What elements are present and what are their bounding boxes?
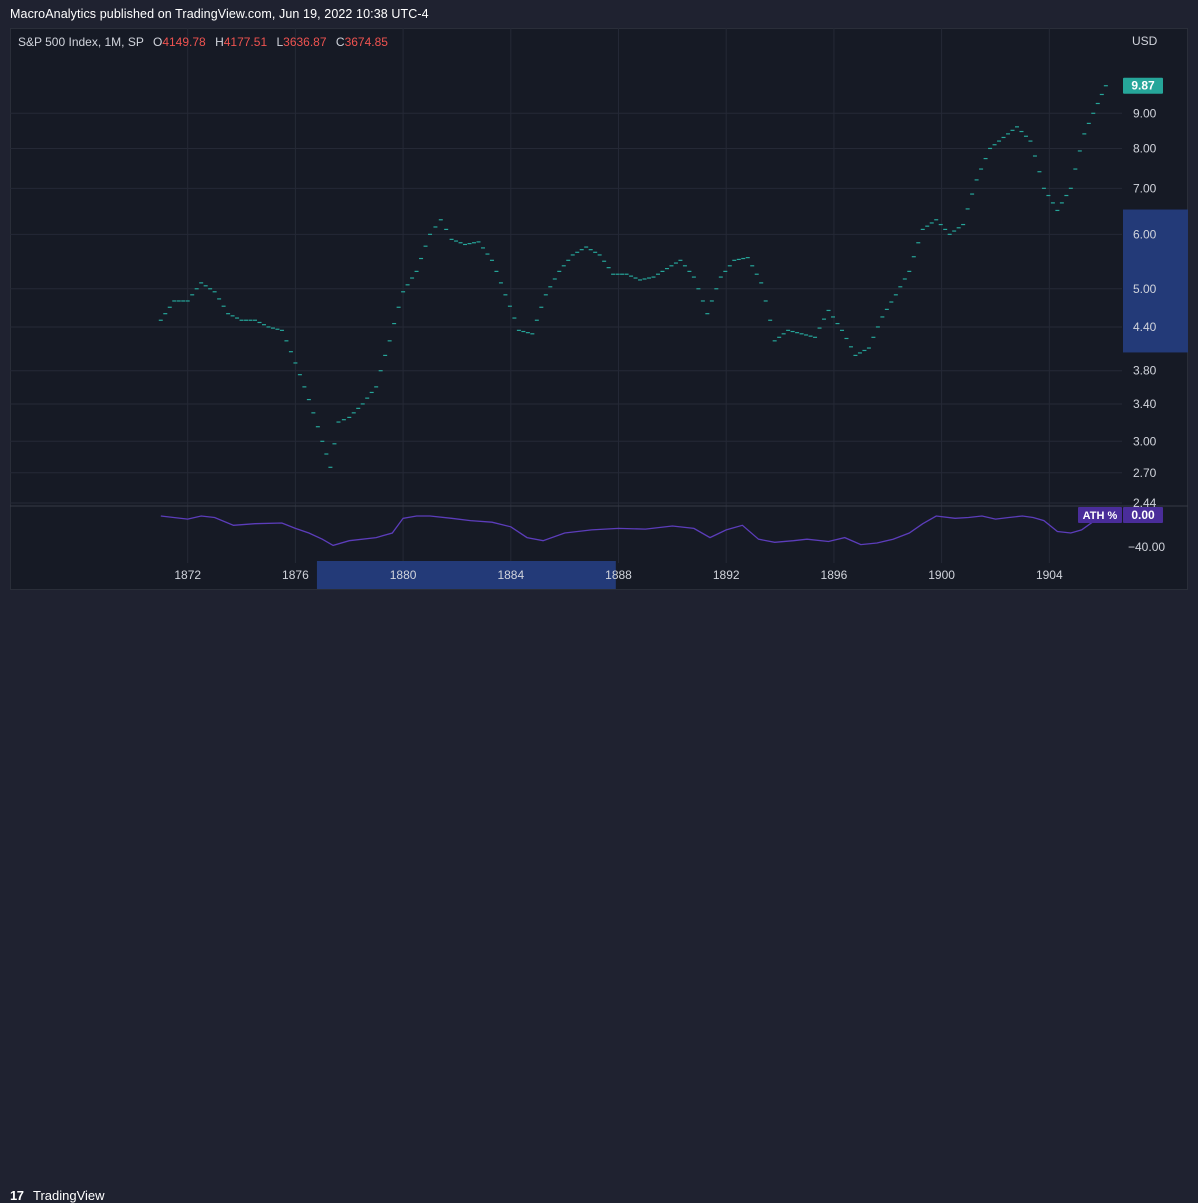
ath-tick-label: −40.00 xyxy=(1128,540,1165,554)
price-tick-label: 2.70 xyxy=(1133,466,1157,480)
last-price-value: 9.87 xyxy=(1131,79,1155,93)
footer-bar: 17 TradingView xyxy=(0,590,1198,1203)
price-tick-label: 3.40 xyxy=(1133,397,1157,411)
time-tick-label: 1904 xyxy=(1036,568,1063,582)
price-tick-label: 8.00 xyxy=(1133,141,1157,155)
price-tick-label: 6.00 xyxy=(1133,227,1157,241)
price-tick-label: 2.44 xyxy=(1133,496,1157,510)
price-series xyxy=(158,85,1108,468)
currency-text: USD xyxy=(1132,34,1158,48)
price-axis[interactable]: 2.44 2.70 3.00 3.40 3.80 4.40 5.00 6.00 7.00 8.00… xyxy=(1133,106,1157,510)
time-axis[interactable]: 1872 1876 1880 1884 1888 1892 1896 1900 1904 xyxy=(174,568,1063,582)
symbol-name: S&P 500 Index, 1M, SP xyxy=(18,35,144,49)
chart-legend[interactable]: S&P 500 Index, 1M, SP O4149.78 H4177.51 … xyxy=(18,35,388,49)
price-tick-label: 3.00 xyxy=(1133,434,1157,448)
low-value: 3636.87 xyxy=(283,35,327,49)
high-value: 4177.51 xyxy=(223,35,268,49)
ath-value-badge xyxy=(1123,507,1163,523)
price-chart[interactable]: 2.44 2.70 3.00 3.40 3.80 4.40 5.00 6.00 7.00 8.00… xyxy=(10,28,1188,590)
ath-percent-line xyxy=(160,515,1107,547)
ath-value-text: 0.00 xyxy=(1131,508,1155,522)
close-label: C xyxy=(335,35,345,49)
price-tick-label: 5.00 xyxy=(1133,282,1157,296)
time-tick-label: 1888 xyxy=(605,568,632,582)
time-tick-label: 1876 xyxy=(282,568,309,582)
x-axis-range-highlight xyxy=(316,561,616,589)
ath-labels: ATH % 0.00 xyxy=(1078,507,1163,523)
y-axis-range-highlight xyxy=(1123,209,1188,353)
time-tick-label: 1884 xyxy=(497,568,524,582)
ath-name-text: ATH % xyxy=(1083,510,1118,522)
last-price-label: 9.87 xyxy=(1123,77,1163,94)
publish-info-text: MacroAnalytics published on TradingView.… xyxy=(10,7,429,21)
publish-header: MacroAnalytics published on TradingView.… xyxy=(0,0,1198,28)
ath-axis[interactable]: −40.00 xyxy=(1128,540,1165,554)
open-label: O xyxy=(152,35,163,49)
currency-label: USD xyxy=(1132,34,1158,48)
price-tick-label: 7.00 xyxy=(1133,181,1157,195)
time-tick-label: 1892 xyxy=(713,568,740,582)
time-tick-label: 1900 xyxy=(928,568,955,582)
time-tick-label: 1872 xyxy=(174,568,201,582)
price-tick-label: 4.40 xyxy=(1133,320,1157,334)
time-tick-label: 1896 xyxy=(821,568,848,582)
high-label: H xyxy=(215,35,224,49)
price-tick-label: 9.00 xyxy=(1133,106,1157,120)
grid xyxy=(10,28,1122,563)
last-price-badge xyxy=(1123,77,1163,94)
close-value: 3674.85 xyxy=(344,35,388,49)
time-tick-label: 1880 xyxy=(390,568,417,582)
price-tick-label: 3.80 xyxy=(1133,364,1157,378)
open-value: 4149.78 xyxy=(162,35,206,49)
tradingview-brand-name[interactable]: TradingView xyxy=(33,1188,105,1203)
low-label: L xyxy=(276,35,284,49)
tradingview-logo-icon[interactable]: 17 xyxy=(10,1188,24,1203)
ath-name-badge xyxy=(1078,507,1122,523)
chart-panel[interactable] xyxy=(10,28,1188,590)
